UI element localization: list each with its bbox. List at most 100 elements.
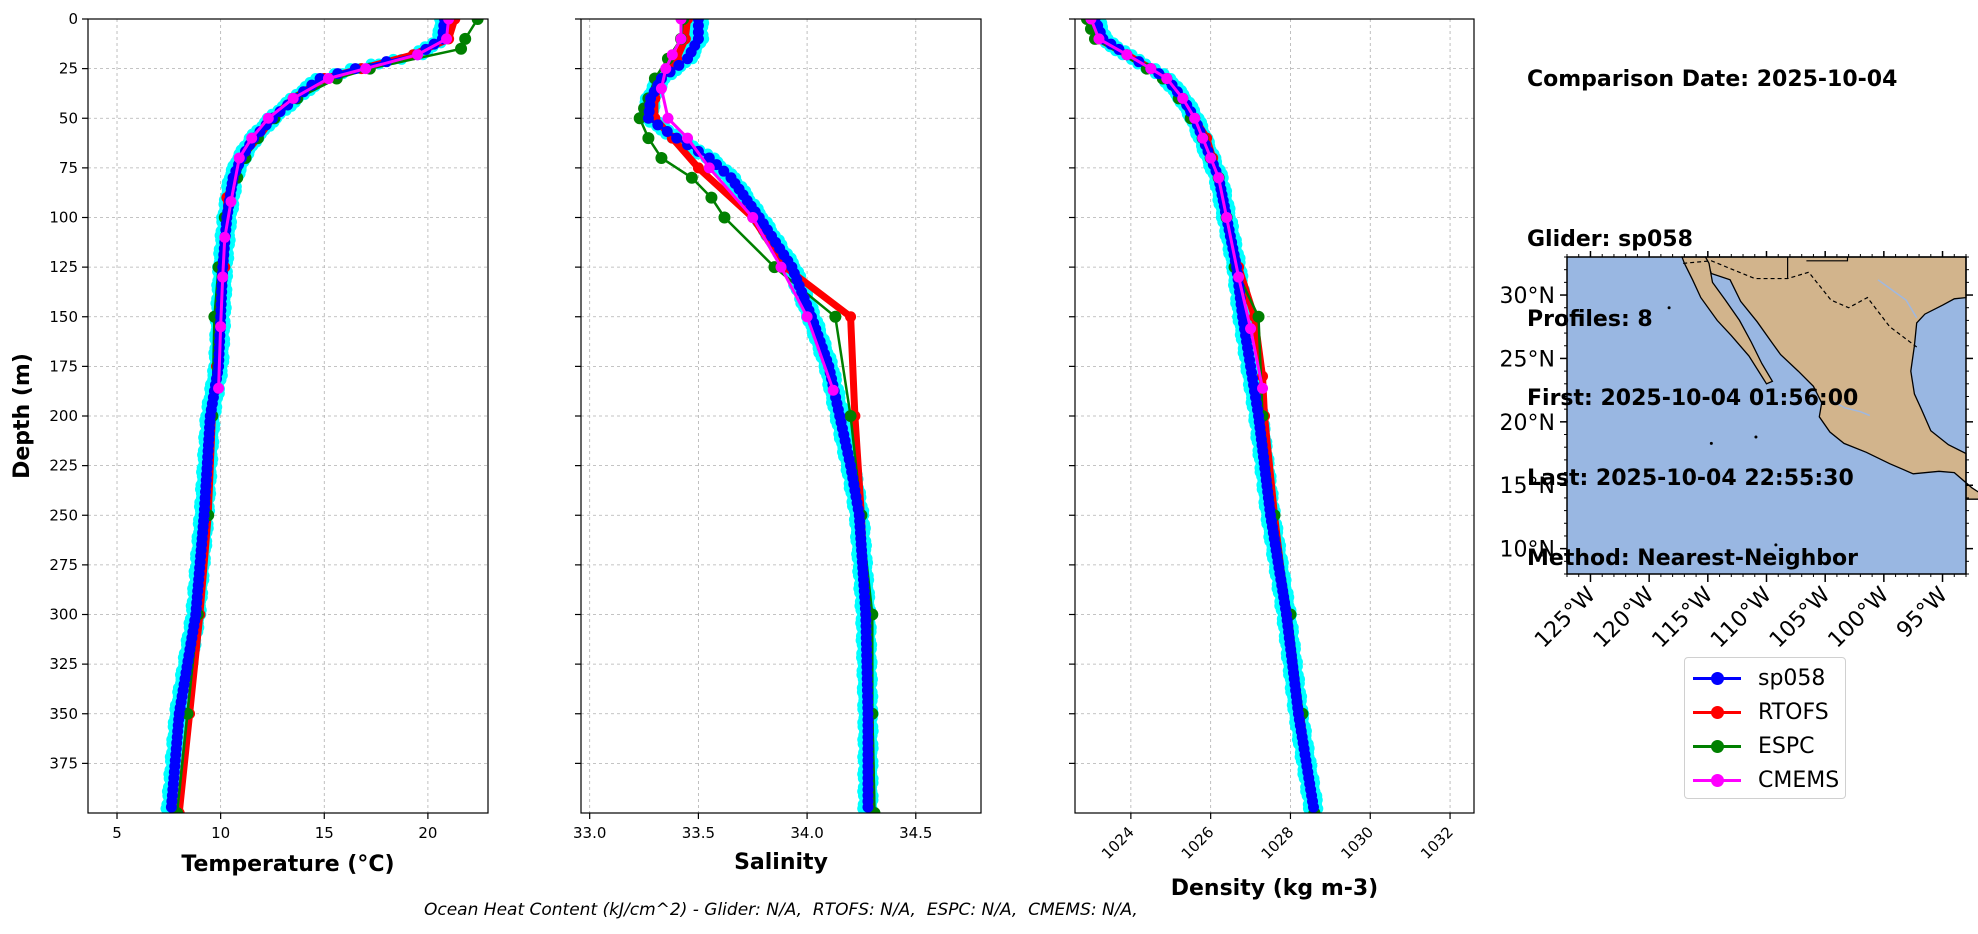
data-point: [775, 261, 787, 273]
legend-line-rtofs: [1693, 705, 1741, 719]
y-tick-label: 100: [49, 209, 78, 227]
x-axis-label: Salinity: [734, 850, 828, 875]
legend-line-cmems: [1693, 773, 1741, 787]
y-tick-label: 350: [49, 705, 78, 723]
data-point: [1233, 271, 1245, 283]
data-point: [1093, 33, 1105, 45]
data-point: [675, 19, 687, 25]
data-point: [1221, 212, 1233, 223]
data-point: [685, 171, 698, 184]
x-axis-label: Temperature (°C): [181, 852, 394, 877]
state-border: [1806, 257, 1849, 262]
x-tick-label: 15: [315, 824, 334, 842]
data-point: [652, 119, 664, 131]
legend-item-cmems: CMEMS: [1693, 765, 1839, 795]
legend-label: CMEMS: [1758, 767, 1840, 793]
x-tick-label: 5: [112, 824, 122, 842]
series-cmems: [213, 19, 455, 394]
island: [1754, 435, 1758, 439]
y-tick-label: 150: [49, 308, 78, 326]
x-axis-label: Density (kg m-3): [1171, 876, 1379, 901]
y-tick-label: 300: [49, 606, 78, 624]
legend-label: RTOFS: [1758, 699, 1829, 725]
y-tick-label: 325: [49, 655, 78, 673]
data-point: [471, 19, 484, 25]
data-point: [655, 151, 668, 164]
data-point: [274, 106, 286, 118]
y-tick-label: 25: [59, 60, 78, 78]
lat-tick-label: 25°N: [1500, 347, 1555, 372]
data-point: [642, 132, 655, 145]
legend: sp058 RTOFS ESPC CMEMS: [1684, 657, 1846, 799]
data-point: [682, 132, 694, 144]
data-point: [662, 112, 674, 124]
profile-panel-1: 33.0 33.5 34.0 34.5 Salinity: [573, 18, 982, 875]
y-axis-label: Depth (m): [10, 353, 35, 479]
series-line-cmems: [217, 19, 451, 389]
data-point: [718, 211, 731, 224]
data-point: [666, 49, 678, 61]
x-tick-label: 1026: [1178, 823, 1218, 863]
data-point: [1307, 801, 1319, 813]
data-point: [219, 231, 231, 243]
data-point: [225, 196, 237, 208]
profile-panel-0: 0 25 50 75 100 125 150 175 200 225 250 275 300 325 350…: [49, 10, 489, 877]
data-point: [718, 165, 730, 177]
legend-line-sp058: [1693, 671, 1741, 685]
comparison-date: Comparison Date: 2025-10-04: [1527, 67, 1898, 93]
x-tick-label: 1030: [1337, 823, 1377, 863]
data-point: [1161, 73, 1173, 85]
y-tick-label: 75: [59, 159, 78, 177]
comparison-info: Comparison Date: 2025-10-04 Glider: sp05…: [1527, 14, 1897, 599]
series-cmems: [1085, 19, 1269, 394]
x-tick-label: 1024: [1098, 823, 1138, 863]
data-point: [443, 19, 455, 25]
data-point: [862, 801, 874, 813]
y-tick-label: 225: [49, 457, 78, 475]
y-tick-label: 250: [49, 506, 78, 524]
legend-line-espc: [1693, 739, 1741, 753]
series-espc: [633, 19, 881, 813]
island: [1709, 441, 1713, 445]
y-tick-label: 275: [49, 556, 78, 574]
lon-tick-label: 95°W: [1892, 582, 1953, 643]
lat-tick-label: 20°N: [1500, 411, 1555, 436]
method: Method: Nearest-Neighbor: [1527, 545, 1858, 571]
data-point: [703, 152, 715, 164]
data-point: [1177, 92, 1189, 104]
profile-count: Profiles: 8: [1527, 306, 1653, 332]
y-tick-label: 375: [49, 754, 78, 772]
first-time: First: 2025-10-04 01:56:00: [1527, 386, 1859, 412]
y-tick-label: 175: [49, 357, 78, 375]
data-point: [1205, 152, 1217, 164]
river: [1877, 279, 1918, 319]
river: [1833, 400, 1871, 417]
data-point: [322, 73, 334, 85]
x-tick-label: 34.5: [899, 824, 932, 842]
series-sp058: [642, 19, 874, 813]
y-tick-label: 200: [49, 407, 78, 425]
data-point: [1252, 310, 1265, 323]
data-point: [217, 271, 229, 283]
data-point: [287, 92, 299, 104]
data-point: [1245, 323, 1257, 335]
legend-item-rtofs: RTOFS: [1693, 697, 1829, 727]
series-sp058: [165, 19, 450, 813]
x-tick-label: 10: [211, 824, 230, 842]
x-tick-label: 20: [418, 824, 437, 842]
data-point: [671, 132, 683, 144]
x-tick-label: 33.5: [682, 824, 715, 842]
island: [1667, 306, 1671, 310]
data-point: [675, 33, 687, 45]
glider-scatter-cloud: [160, 19, 455, 813]
x-tick-label: 34.0: [790, 824, 823, 842]
glider-name: Glider: sp058: [1527, 226, 1693, 252]
legend-item-espc: ESPC: [1693, 731, 1815, 761]
data-point: [692, 162, 704, 174]
data-point: [215, 321, 227, 333]
y-tick-label: 125: [49, 258, 78, 276]
data-point: [661, 125, 673, 137]
profile-panel-2: 1024 1026 1028 1030 1032 Density (kg m-3): [1069, 18, 1475, 901]
data-point: [455, 42, 468, 55]
